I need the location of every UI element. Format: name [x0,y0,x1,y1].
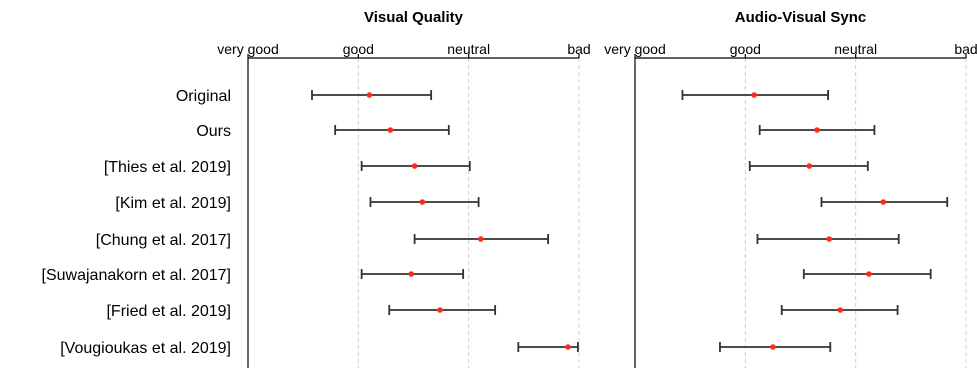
mean-point [814,127,820,133]
tick-label: bad [954,41,977,57]
method-label: Ours [196,123,231,140]
error-bar-0-3 [369,197,480,207]
grid-layer [357,58,967,368]
error-bar-0-1 [334,125,450,135]
error-bar-0-7 [517,342,579,352]
tick-label: neutral [447,41,490,57]
error-bar-1-6 [780,305,899,315]
error-bar-0-6 [388,305,497,315]
method-label: [Kim et al. 2019] [115,195,231,212]
method-label: [Thies et al. 2019] [104,159,231,176]
error-bar-0-4 [413,234,550,244]
tick-label: neutral [834,41,877,57]
mean-point [411,163,418,169]
tick-label: very good [604,41,665,57]
chart-title: Visual Quality [364,9,464,26]
mean-point [770,344,776,350]
mean-point [419,199,426,205]
method-label: Original [176,88,231,105]
marks-layer [311,90,949,352]
mean-point [408,271,415,277]
tick-label: very good [217,41,278,57]
tick-label: good [730,41,761,57]
mean-point [826,236,832,242]
error-bar-1-2 [748,161,869,171]
error-bar-1-5 [802,269,932,279]
error-bar-1-4 [756,234,900,244]
error-bar-1-3 [820,197,949,207]
method-label: [Suwajanakorn et al. 2017] [42,267,231,284]
axes-layer [247,54,967,368]
method-label: [Vougioukas et al. 2019] [60,340,231,357]
error-bar-1-0 [681,90,829,100]
mean-point [565,344,571,350]
mean-point [866,271,872,277]
text-layer: very good good neutral bad Visual Quality Ori… [42,9,977,357]
method-label: [Chung et al. 2017] [96,232,231,249]
error-bar-1-7 [719,342,832,352]
mean-point [387,127,394,133]
error-bar-0-5 [360,269,465,279]
mean-point [837,307,844,313]
mean-point [437,307,443,313]
error-bar-1-1 [758,125,876,135]
mean-point [806,163,813,169]
tick-label: good [343,41,374,57]
mean-point [751,92,757,98]
mean-point [880,199,887,205]
mean-point [478,236,484,242]
error-bar-0-2 [360,161,471,171]
tick-label: bad [567,41,590,57]
error-bar-0-0 [311,90,433,100]
mean-point [366,92,373,98]
method-label: [Fried et al. 2019] [106,303,231,320]
chart-title: Audio-Visual Sync [735,9,866,26]
